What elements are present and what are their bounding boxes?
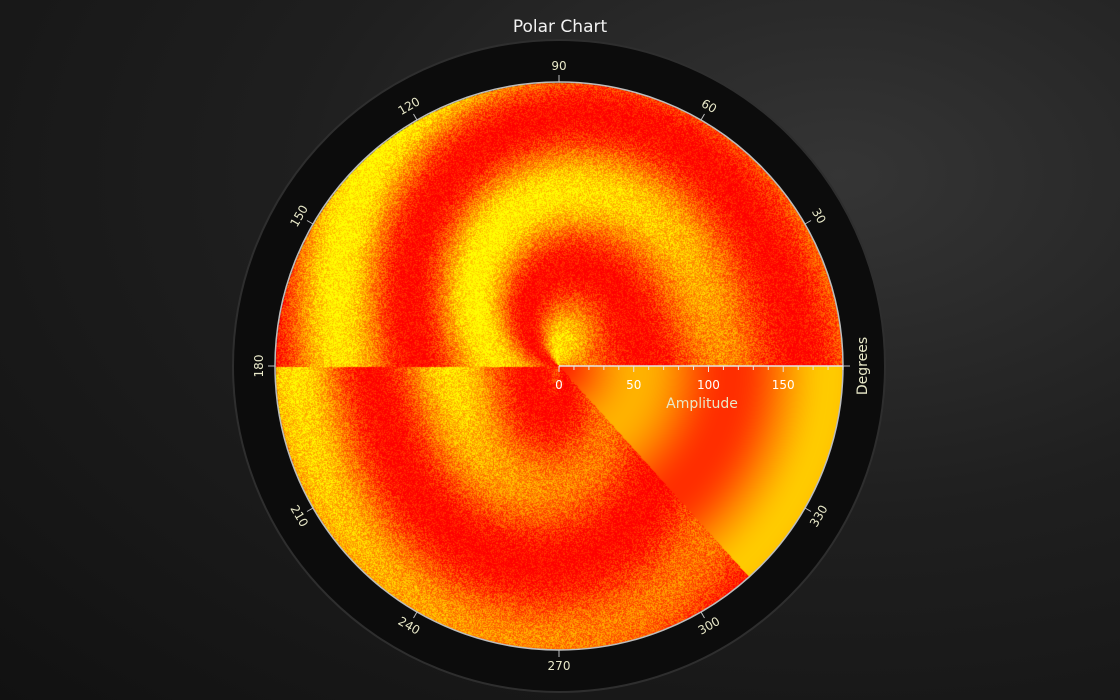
angular-tick-mark	[700, 113, 705, 121]
angular-tick-label: 90	[551, 59, 566, 73]
radial-tick-label: 50	[626, 378, 641, 392]
angular-tick-mark	[306, 507, 314, 512]
angular-tick-mark	[306, 220, 314, 225]
radial-tick-label: 0	[555, 378, 563, 392]
angular-axis-title: Degrees	[855, 337, 871, 395]
radial-tick-label: 100	[697, 378, 720, 392]
angular-tick-label: 180	[252, 355, 266, 378]
angular-tick-mark	[804, 507, 812, 512]
chart-title: Polar Chart	[512, 17, 608, 37]
angular-tick-label: 270	[548, 659, 571, 673]
radial-axis: 0 50 100 150	[555, 365, 844, 392]
radial-tick-label: 150	[772, 378, 795, 392]
angular-tick-mark	[804, 220, 812, 225]
angular-tick-mark	[700, 611, 705, 619]
angular-tick-label: 60	[699, 96, 719, 116]
angular-tick-mark	[413, 611, 418, 619]
angular-tick-mark	[413, 113, 418, 121]
radial-axis-title: Amplitude	[666, 396, 738, 412]
angular-tick-label: 30	[809, 206, 829, 226]
